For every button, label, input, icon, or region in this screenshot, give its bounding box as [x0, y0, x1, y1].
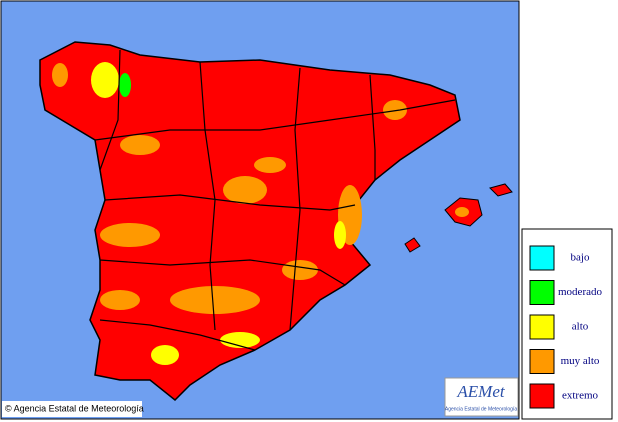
legend-label: moderado: [558, 286, 602, 298]
legend-label: bajo: [571, 252, 590, 264]
copyright-box: [2, 401, 142, 417]
legend-swatch: [529, 314, 555, 340]
legend-swatch: [529, 245, 555, 271]
legend-label: muy alto: [561, 355, 600, 367]
legend-label: extremo: [562, 390, 599, 402]
legend-swatch: [529, 349, 555, 374]
peninsula: [39, 41, 461, 402]
legend-swatch: [529, 383, 555, 409]
copyright: © Agencia Estatal de Meteorología: [5, 403, 144, 413]
logo: AEMet: [456, 382, 505, 401]
logo-subtitle: Agencia Estatal de Meteorología: [445, 406, 517, 412]
balearic-islands: [404, 183, 513, 253]
legend-label: alto: [572, 321, 589, 333]
logo-box: [444, 377, 519, 417]
legend-swatch: [529, 280, 555, 305]
